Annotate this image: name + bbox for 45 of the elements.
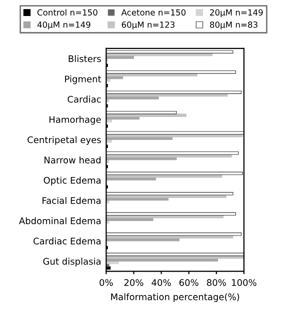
bar bbox=[106, 56, 134, 59]
bar bbox=[106, 152, 239, 155]
y-tick-label: Abdominal Edema bbox=[18, 217, 101, 224]
x-tick-label: 0% bbox=[100, 279, 113, 286]
legend-label: 20μM n=149 bbox=[210, 9, 263, 18]
legend-label: 60μM n=123 bbox=[122, 21, 174, 30]
y-tick-label: Facial Edema bbox=[42, 196, 101, 204]
legend-label: Control n=150 bbox=[37, 9, 98, 16]
bar bbox=[106, 110, 177, 114]
x-tick-label: 80% bbox=[206, 279, 226, 286]
bar bbox=[106, 238, 180, 242]
bar bbox=[106, 172, 243, 176]
y-tick-label: Optic Edema bbox=[44, 176, 101, 186]
bar bbox=[106, 252, 244, 256]
y-tick-label: Pigment bbox=[65, 75, 102, 84]
bar bbox=[106, 232, 242, 236]
bar bbox=[106, 200, 110, 204]
bar bbox=[106, 90, 242, 94]
x-axis-title: Malformation percentage(%) bbox=[111, 293, 240, 302]
legend-label: 40μM n=149 bbox=[37, 21, 90, 30]
bar bbox=[106, 70, 236, 74]
x-tick-label: 40% bbox=[152, 279, 171, 286]
bar bbox=[106, 256, 244, 259]
bar bbox=[106, 136, 173, 140]
y-tick-label: Hamorhage bbox=[49, 116, 101, 125]
x-tick-label: 100% bbox=[232, 279, 256, 286]
legend-label: Acetone n=150 bbox=[121, 9, 186, 16]
bar bbox=[106, 50, 234, 54]
bar bbox=[106, 214, 224, 218]
bar bbox=[106, 192, 234, 196]
x-tick-label: 60% bbox=[179, 279, 198, 286]
bar bbox=[106, 160, 110, 163]
y-tick-label: Blisters bbox=[68, 55, 101, 62]
legend-label: 80μM n=83 bbox=[210, 21, 258, 30]
y-tick-label: Cardiac bbox=[68, 96, 101, 103]
bar bbox=[106, 174, 222, 178]
y-tick-label: Gut displasia bbox=[43, 258, 101, 266]
x-tick-label: 20% bbox=[124, 279, 144, 286]
bar bbox=[106, 131, 244, 134]
bar bbox=[106, 264, 110, 267]
y-tick-label: Cardiac Edema bbox=[34, 238, 101, 244]
bar bbox=[106, 96, 159, 100]
y-tick-label: Centripetal eyes bbox=[28, 136, 101, 145]
bar bbox=[106, 212, 236, 216]
y-tick-label: Narrow head bbox=[44, 156, 101, 164]
